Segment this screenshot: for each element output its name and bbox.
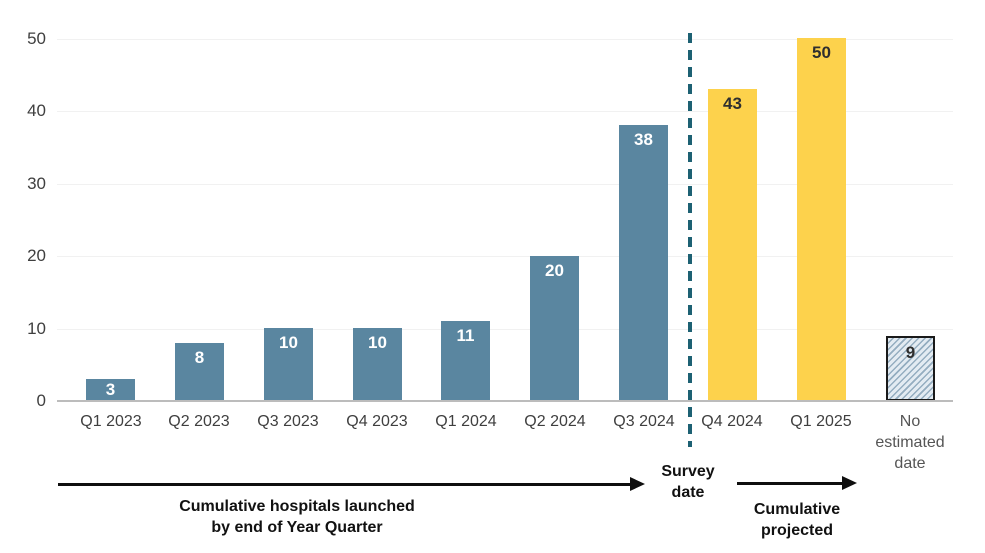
right-arrowhead-icon	[842, 476, 857, 490]
bar-q2-2023: 8	[175, 343, 224, 401]
x-axis-line	[57, 400, 953, 402]
bar-q4-2023: 10	[353, 328, 402, 401]
y-tick-label: 30	[27, 174, 46, 193]
x-tick-label: Q4 2024	[701, 413, 763, 430]
x-tick-label: Q1 2025	[790, 413, 852, 430]
y-tick-label: 0	[36, 391, 46, 410]
bar-q3-2024: 38	[619, 125, 668, 401]
bar-value-label: 9	[905, 343, 916, 362]
x-tick-label: Q1 2023	[80, 413, 142, 430]
survey-date-label: Survey date	[661, 463, 715, 501]
bar-q1-2024: 11	[441, 321, 490, 401]
x-tick-label: Q2 2024	[524, 413, 586, 430]
launched-arrow-shaft	[58, 483, 630, 486]
bar-q4-2024: 43	[708, 89, 757, 401]
launched-arrow-label: Cumulative hospitals launched by end of …	[179, 498, 415, 536]
gridline	[57, 39, 953, 40]
bar-q3-2023: 10	[264, 328, 313, 401]
x-tick-label: Q4 2023	[346, 413, 408, 430]
gridline	[57, 184, 953, 185]
y-tick-label: 20	[27, 246, 46, 265]
bar-value-label: 8	[194, 348, 205, 367]
bar-value-label: 10	[279, 333, 298, 352]
bar-q1-2023: 3	[86, 379, 135, 401]
x-tick-label: Q3 2024	[613, 413, 675, 430]
projected-arrow-shaft	[737, 482, 842, 485]
bar-value-label: 43	[723, 94, 742, 113]
bar-no-estimated-date: 9	[886, 336, 935, 401]
gridline	[57, 329, 953, 330]
bar-value-label: 10	[368, 333, 387, 352]
survey-date-line	[688, 33, 692, 447]
x-tick-label: Q2 2023	[168, 413, 230, 430]
gridline	[57, 111, 953, 112]
bar-value-label: 50	[812, 43, 831, 62]
y-tick-label: 40	[27, 101, 46, 120]
y-tick-label: 50	[27, 29, 46, 48]
y-tick-label: 10	[27, 319, 46, 338]
x-tick-label: Q3 2023	[257, 413, 319, 430]
right-arrowhead-icon	[630, 477, 645, 491]
x-tick-label: No estimated date	[875, 413, 945, 472]
bar-q1-2025: 50	[797, 38, 846, 401]
bar-value-label: 38	[634, 130, 653, 149]
x-tick-label: Q1 2024	[435, 413, 497, 430]
gridline	[57, 256, 953, 257]
launched-timeline-arrow	[58, 477, 645, 491]
bar-value-label: 3	[105, 380, 116, 399]
projected-timeline-arrow	[737, 476, 857, 490]
bar-value-label: 20	[545, 261, 564, 280]
projected-arrow-label: Cumulative projected	[753, 501, 841, 539]
bar-value-label: 11	[456, 326, 475, 345]
bar-q2-2024: 20	[530, 256, 579, 401]
